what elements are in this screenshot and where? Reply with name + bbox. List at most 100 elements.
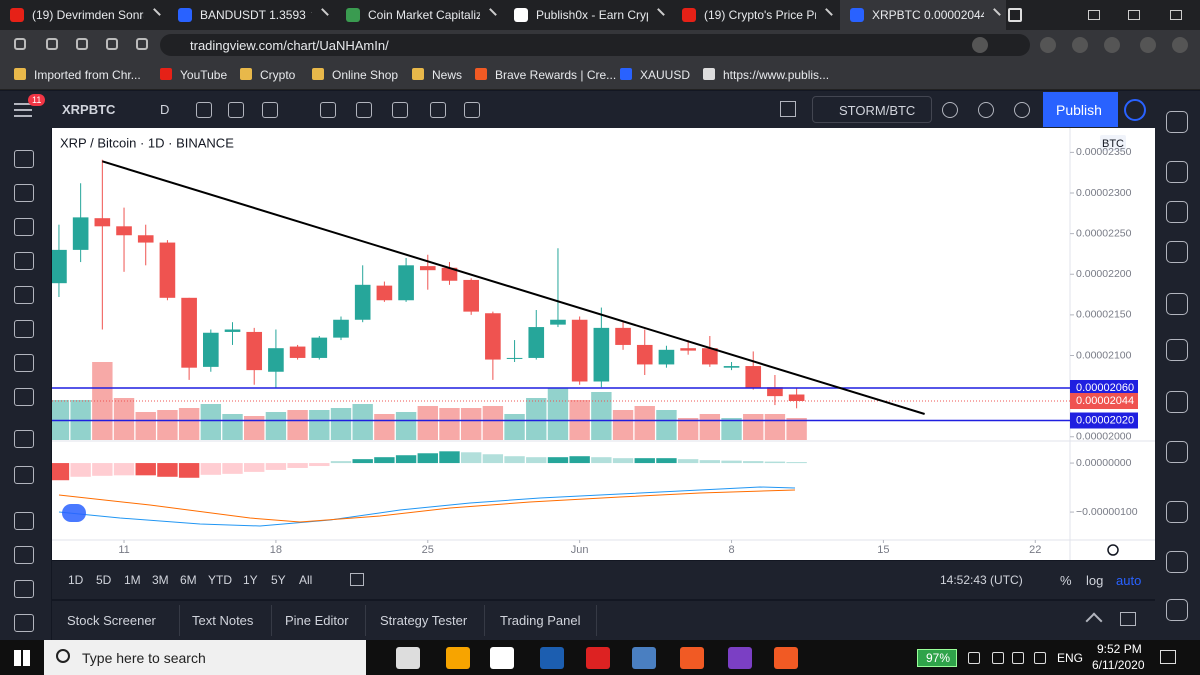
- nav-button[interactable]: [76, 38, 88, 50]
- bookmark[interactable]: Online Shop: [332, 68, 399, 82]
- tool-icon[interactable]: [14, 320, 34, 338]
- range-button[interactable]: 5D: [96, 573, 112, 587]
- toolbar-icon[interactable]: [978, 102, 994, 118]
- bookmark-icon[interactable]: [160, 68, 172, 80]
- search-box[interactable]: Type here to search: [44, 640, 366, 675]
- sidebar-icon[interactable]: [1166, 391, 1188, 413]
- menu-icon[interactable]: [14, 103, 32, 105]
- toolbar-icon[interactable]: [942, 102, 958, 118]
- date-range-icon[interactable]: [350, 573, 364, 586]
- sidebar-icon[interactable]: [1166, 201, 1188, 223]
- replay-button[interactable]: [1124, 99, 1146, 121]
- tab[interactable]: Coin Market Capitaliza: [336, 0, 502, 30]
- extension-icon[interactable]: [1040, 37, 1056, 53]
- panel-tab[interactable]: Strategy Tester: [380, 613, 468, 628]
- nav-button[interactable]: [136, 38, 148, 50]
- extension-icon[interactable]: [1172, 37, 1188, 53]
- tool-icon[interactable]: [14, 580, 34, 598]
- tray-icon[interactable]: [1012, 652, 1024, 664]
- range-button[interactable]: 1M: [124, 573, 141, 587]
- tool-icon[interactable]: [14, 252, 34, 270]
- sidebar-icon[interactable]: [1166, 551, 1188, 573]
- log-toggle[interactable]: log: [1086, 573, 1104, 588]
- panel-tab[interactable]: Text Notes: [192, 613, 254, 628]
- tab-icon[interactable]: [10, 8, 24, 22]
- maximize-icon[interactable]: [1120, 612, 1136, 626]
- extension-icon[interactable]: [1072, 37, 1088, 53]
- sidebar-icon[interactable]: [1166, 501, 1188, 523]
- bookmark[interactable]: Brave Rewards | Cre...: [495, 68, 617, 82]
- tool-icon[interactable]: [14, 430, 34, 448]
- new-tab[interactable]: [1008, 8, 1022, 22]
- toolbar-icon[interactable]: [464, 102, 480, 118]
- window-control[interactable]: [1170, 10, 1182, 20]
- nav-button[interactable]: [106, 38, 118, 50]
- bookmark-icon[interactable]: [620, 68, 632, 80]
- tool-icon[interactable]: [14, 546, 34, 564]
- toolbar-icon[interactable]: [262, 102, 278, 118]
- panel-tab[interactable]: Stock Screener: [67, 613, 156, 628]
- panel-tab[interactable]: Trading Panel: [500, 613, 581, 628]
- url-field[interactable]: tradingview.com/chart/UaNHAmIn/: [160, 34, 1030, 56]
- taskbar-app[interactable]: [396, 647, 420, 669]
- tab-close[interactable]: [148, 8, 161, 21]
- tool-icon[interactable]: [14, 614, 34, 632]
- toolbar-icon[interactable]: [1014, 102, 1030, 118]
- tray-icon[interactable]: [992, 652, 1004, 664]
- tab-close[interactable]: [988, 8, 1001, 21]
- tab-close[interactable]: [484, 8, 497, 21]
- sidebar-icon[interactable]: [1166, 441, 1188, 463]
- publish-button[interactable]: Publish: [1043, 92, 1118, 127]
- range-button[interactable]: 1D: [68, 573, 84, 587]
- tray-icon[interactable]: [968, 652, 980, 664]
- tray-icon[interactable]: [1034, 652, 1046, 664]
- taskbar-app[interactable]: [632, 647, 656, 669]
- start-button[interactable]: [14, 650, 30, 666]
- sidebar-icon[interactable]: [1166, 241, 1188, 263]
- nav-button[interactable]: [46, 38, 58, 50]
- auto-toggle[interactable]: auto: [1116, 573, 1142, 588]
- taskbar-app[interactable]: [490, 647, 514, 669]
- taskbar-app[interactable]: [728, 647, 752, 669]
- panel-separator[interactable]: [484, 605, 485, 636]
- battery[interactable]: 97%: [917, 649, 957, 667]
- layout-icon[interactable]: [780, 101, 796, 117]
- notifications-icon[interactable]: [1160, 650, 1176, 664]
- range-button[interactable]: All: [299, 573, 313, 587]
- range-button[interactable]: 1Y: [243, 573, 258, 587]
- tab-icon[interactable]: [346, 8, 360, 22]
- bookmark[interactable]: Imported from Chr...: [34, 68, 141, 82]
- symbol[interactable]: XRPBTC: [62, 102, 116, 117]
- tab[interactable]: BANDUSDT 1.3593 ▼: [168, 0, 334, 30]
- tool-icon[interactable]: [14, 388, 34, 406]
- toolbar-icon[interactable]: [392, 102, 408, 118]
- taskbar-app[interactable]: [446, 647, 470, 669]
- percent-toggle[interactable]: %: [1060, 573, 1072, 588]
- tool-icon[interactable]: [14, 354, 34, 372]
- window-control[interactable]: [1088, 10, 1100, 20]
- panel-separator[interactable]: [179, 605, 180, 636]
- collapse-icon[interactable]: [1085, 612, 1103, 630]
- bookmark[interactable]: YouTube: [180, 68, 228, 82]
- extension-icon[interactable]: [1140, 37, 1156, 53]
- extension-icon[interactable]: [1104, 37, 1120, 53]
- tool-icon[interactable]: [14, 218, 34, 236]
- bookmark-icon[interactable]: [14, 68, 26, 80]
- tab-icon[interactable]: [850, 8, 864, 22]
- taskbar-app[interactable]: [586, 647, 610, 669]
- bookmark-icon[interactable]: [240, 68, 252, 80]
- tool-icon[interactable]: [14, 150, 34, 168]
- window-control[interactable]: [1128, 10, 1140, 20]
- panel-separator[interactable]: [271, 605, 272, 636]
- toolbar-icon[interactable]: [196, 102, 212, 118]
- toolbar-icon[interactable]: [430, 102, 446, 118]
- bookmark[interactable]: News: [432, 68, 463, 82]
- taskbar-app[interactable]: [680, 647, 704, 669]
- extension-icon[interactable]: [972, 37, 988, 53]
- compare[interactable]: STORM/BTC: [812, 96, 932, 123]
- nav-button[interactable]: [14, 38, 26, 50]
- range-button[interactable]: 5Y: [271, 573, 286, 587]
- bookmark-icon[interactable]: [475, 68, 487, 80]
- search-icon[interactable]: [56, 649, 70, 663]
- tab-close[interactable]: [820, 8, 833, 21]
